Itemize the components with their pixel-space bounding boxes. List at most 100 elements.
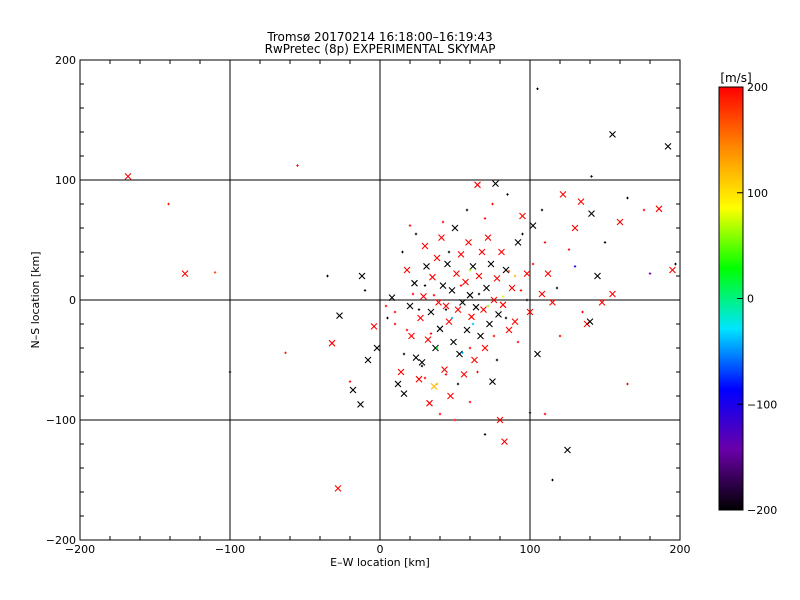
data-point-stroke xyxy=(469,263,477,270)
data-point xyxy=(598,299,606,306)
data-point xyxy=(336,312,343,319)
data-point xyxy=(456,350,463,358)
data-point xyxy=(442,302,450,310)
data-point-stroke xyxy=(420,293,427,300)
data-point-stroke xyxy=(472,303,480,311)
data-point-stroke xyxy=(598,299,606,306)
x-tick-label: 200 xyxy=(670,543,691,556)
data-point xyxy=(411,279,418,287)
data-point xyxy=(529,222,537,229)
data-point-stroke xyxy=(457,251,465,258)
data-point xyxy=(540,208,544,212)
data-point-stroke xyxy=(424,336,432,343)
data-point-stroke xyxy=(423,263,430,270)
data-point xyxy=(363,289,367,292)
colorbar-tick-label: −100 xyxy=(747,398,777,411)
data-point-stroke xyxy=(664,143,672,150)
data-point xyxy=(411,292,415,296)
data-point xyxy=(417,308,421,311)
data-point xyxy=(616,218,624,226)
data-point xyxy=(549,299,556,306)
x-tick-label: −200 xyxy=(65,543,95,556)
data-point-stroke xyxy=(490,296,498,304)
data-point-stroke xyxy=(459,299,466,306)
data-point-stroke xyxy=(418,359,426,366)
data-point xyxy=(418,359,426,366)
data-point xyxy=(490,296,498,304)
data-point xyxy=(483,217,487,220)
data-point xyxy=(655,205,663,213)
data-point-stroke xyxy=(181,270,189,277)
data-point xyxy=(450,316,454,320)
data-point xyxy=(476,370,479,374)
data-point-stroke xyxy=(388,294,396,301)
data-point-stroke xyxy=(526,308,534,316)
data-point xyxy=(543,412,547,416)
data-point xyxy=(349,386,357,394)
data-point xyxy=(167,202,170,206)
data-point-stroke xyxy=(438,234,445,241)
data-point-stroke xyxy=(463,326,471,334)
data-point-stroke xyxy=(421,242,429,250)
data-point xyxy=(401,250,404,254)
data-point xyxy=(567,248,571,251)
data-point xyxy=(588,210,595,217)
colorbar-unit-label: [m/s] xyxy=(720,71,751,85)
data-point-stroke xyxy=(505,326,513,334)
data-point xyxy=(435,382,439,386)
data-point xyxy=(477,332,484,340)
data-point-stroke xyxy=(433,254,441,262)
data-point xyxy=(626,382,629,386)
data-point-stroke xyxy=(417,314,424,322)
data-point xyxy=(447,250,451,254)
data-point-stroke xyxy=(492,180,499,187)
data-point-stroke xyxy=(403,266,411,274)
data-point xyxy=(483,284,490,292)
data-point-stroke xyxy=(609,131,616,138)
data-point-stroke xyxy=(124,173,132,180)
data-point xyxy=(228,370,232,374)
data-point xyxy=(388,294,396,301)
colorbar-ticks: 200 100 0 −100 −200 xyxy=(737,81,777,517)
data-point xyxy=(444,373,448,376)
data-point-stroke xyxy=(445,318,453,325)
data-point xyxy=(444,308,448,311)
data-point-stroke xyxy=(495,311,502,318)
data-point-stroke xyxy=(564,446,571,454)
data-point xyxy=(445,318,453,325)
data-point xyxy=(492,180,499,187)
data-point-stroke xyxy=(336,312,343,319)
data-point xyxy=(468,346,472,350)
data-point xyxy=(474,181,481,189)
data-point xyxy=(501,295,505,298)
data-point xyxy=(468,400,472,404)
data-point xyxy=(480,306,487,313)
data-point-stroke xyxy=(483,284,490,292)
data-point xyxy=(435,299,442,306)
data-point xyxy=(403,266,411,274)
data-point-stroke xyxy=(669,266,676,274)
data-point xyxy=(493,275,501,282)
data-point-stroke xyxy=(486,320,493,328)
data-point-stroke xyxy=(454,306,462,313)
data-point-stroke xyxy=(427,308,435,316)
data-point xyxy=(642,208,646,212)
data-point xyxy=(516,340,520,344)
data-point xyxy=(435,346,439,350)
x-tick-label: −100 xyxy=(215,543,245,556)
data-point-stroke xyxy=(439,282,447,289)
data-point-stroke xyxy=(411,279,418,287)
data-point xyxy=(498,248,505,256)
y-tick-label: 100 xyxy=(55,174,76,187)
data-point-stroke xyxy=(501,438,508,445)
chart-subtitle: RwPretec (8p) EXPERIMENTAL SKYMAP xyxy=(265,42,496,56)
data-point xyxy=(478,248,486,256)
data-point xyxy=(477,292,481,296)
data-point xyxy=(441,366,448,373)
data-point xyxy=(465,239,472,246)
data-point xyxy=(559,191,567,198)
data-point xyxy=(423,284,427,287)
data-point-stroke xyxy=(655,205,663,213)
data-point xyxy=(487,260,495,268)
data-point xyxy=(468,268,472,272)
